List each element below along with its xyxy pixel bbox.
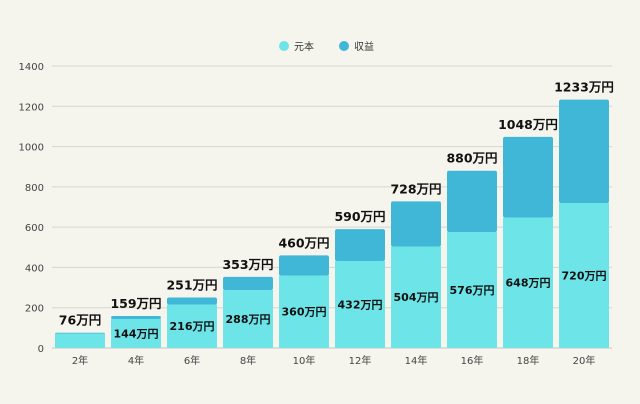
- y-tick-label: 400: [25, 263, 44, 274]
- bar-profit: [167, 297, 217, 305]
- x-tick-label: 20年: [573, 354, 596, 367]
- y-tick-label: 1200: [19, 102, 44, 113]
- inner-value-label: 288万円: [226, 313, 271, 326]
- y-tick-label: 200: [25, 304, 44, 315]
- x-tick-label: 12年: [349, 354, 372, 367]
- bar-profit: [279, 255, 329, 276]
- x-tick-label: 6年: [184, 354, 200, 367]
- x-axis: 2年 4年 6年 8年 10年 12年 14年 16年 18年 20年: [72, 354, 596, 367]
- bar-principal: [391, 246, 441, 348]
- total-value-label: 880万円: [446, 151, 497, 166]
- total-value-label: 251万円: [166, 277, 217, 292]
- y-tick-label: 600: [25, 223, 44, 234]
- x-tick-label: 4年: [128, 354, 144, 367]
- inner-value-label: 504万円: [394, 291, 439, 304]
- inner-value-label: 360万円: [282, 306, 327, 319]
- bar-profit: [503, 136, 553, 218]
- legend-swatch: [279, 41, 289, 51]
- bar-principal: [167, 304, 217, 348]
- inner-value-label: 432万円: [338, 298, 383, 311]
- y-tick-label: 800: [25, 183, 44, 194]
- bar-profit: [447, 170, 497, 232]
- y-tick-label: 1000: [19, 143, 44, 154]
- bar-principal: [335, 260, 385, 348]
- legend-swatch: [339, 41, 349, 51]
- inner-value-label: 648万円: [506, 277, 551, 290]
- bar-principal: [503, 217, 553, 348]
- x-tick-label: 16年: [461, 354, 484, 367]
- total-value-label: 1048万円: [498, 117, 558, 132]
- bar-profit: [55, 332, 105, 334]
- x-tick-label: 8年: [240, 354, 256, 367]
- bars: 76万円 144万円 159万円 216万円 251万円 288万円 353万円 360万円 4…: [55, 80, 614, 348]
- y-tick-label: 1400: [19, 62, 44, 73]
- bar-profit: [111, 315, 161, 319]
- total-value-label: 76万円: [59, 313, 101, 328]
- bar-principal: [447, 231, 497, 348]
- y-tick-label: 0: [38, 344, 44, 355]
- x-tick-label: 2年: [72, 354, 88, 367]
- inner-value-label: 216万円: [170, 320, 215, 333]
- bar-principal: [223, 289, 273, 348]
- bar-principal: [55, 333, 105, 348]
- bar-principal: [559, 202, 609, 348]
- legend-label: 収益: [354, 40, 374, 53]
- bar-profit: [335, 229, 385, 261]
- total-value-label: 353万円: [222, 257, 273, 272]
- legend: 元本 収益: [279, 40, 374, 53]
- bar-principal: [111, 318, 161, 348]
- bar-profit: [559, 99, 609, 203]
- inner-value-label: 720万円: [562, 269, 607, 282]
- legend-label: 元本: [294, 40, 314, 53]
- total-value-label: 460万円: [278, 235, 329, 250]
- x-tick-label: 14年: [405, 354, 428, 367]
- inner-value-label: 144万円: [114, 327, 159, 340]
- x-tick-label: 18年: [517, 354, 540, 367]
- bar-profit: [223, 276, 273, 290]
- bar-profit: [391, 201, 441, 247]
- x-tick-label: 10年: [293, 354, 316, 367]
- bar-principal: [279, 275, 329, 348]
- inner-value-label: 576万円: [450, 284, 495, 297]
- total-value-label: 159万円: [110, 296, 161, 311]
- total-value-label: 728万円: [390, 181, 441, 196]
- total-value-label: 590万円: [334, 209, 385, 224]
- total-value-label: 1233万円: [554, 80, 614, 95]
